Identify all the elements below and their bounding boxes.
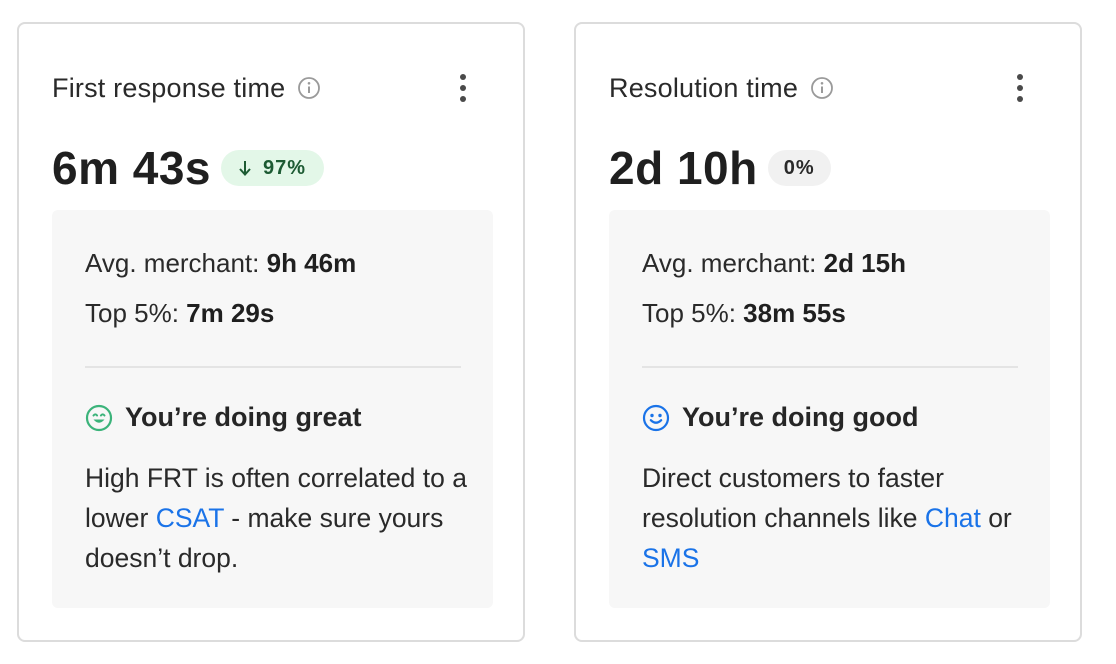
chat-link[interactable]: Chat	[924, 503, 981, 533]
top-5-value: 7m 29s	[186, 298, 275, 328]
feedback-title: You’re doing good	[682, 402, 919, 432]
kebab-menu-icon	[1017, 74, 1023, 80]
top-5-stat: Top 5%: 7m 29s	[85, 298, 275, 328]
change-badge: 97%	[221, 150, 325, 186]
divider	[85, 366, 461, 368]
info-icon[interactable]	[810, 76, 834, 100]
avg-merchant-value: 2d 15h	[823, 248, 906, 278]
feedback-row: You’re doing good	[642, 402, 918, 433]
smile-icon	[642, 404, 670, 431]
change-value: 97%	[263, 156, 307, 179]
change-badge: 0%	[767, 150, 831, 186]
top-5-value: 38m 55s	[743, 298, 846, 328]
avg-merchant-stat: Avg. merchant: 9h 46m	[85, 248, 357, 278]
first-response-time-card: First response time 6m 43s 97% Avg. merc…	[17, 22, 525, 642]
card-header: Resolution time	[609, 70, 1040, 106]
avg-merchant-value: 9h 46m	[266, 248, 357, 278]
resolution-time-card: Resolution time 2d 10h 0% Avg. merchant:…	[574, 22, 1082, 642]
info-icon[interactable]	[297, 76, 321, 100]
feedback-title: You’re doing great	[125, 402, 362, 432]
sms-link[interactable]: SMS	[642, 543, 700, 573]
smile-grin-icon	[85, 404, 113, 431]
divider	[642, 366, 1018, 368]
more-options-button[interactable]	[443, 70, 483, 106]
card-header: First response time	[52, 70, 483, 106]
benchmark-panel: Avg. merchant: 9h 46m Top 5%: 7m 29s You…	[52, 210, 493, 608]
arrow-down-icon	[239, 161, 251, 176]
metric-row: 6m 43s 97%	[52, 140, 325, 196]
change-value: 0%	[783, 156, 815, 179]
metric-value: 6m 43s	[52, 142, 212, 194]
top-5-stat: Top 5%: 38m 55s	[642, 298, 846, 328]
feedback-description: High FRT is often correlated to a lower …	[85, 463, 467, 573]
kebab-menu-icon	[460, 74, 466, 80]
metric-row: 2d 10h 0%	[609, 140, 831, 196]
more-options-button[interactable]	[1000, 70, 1040, 106]
csat-link[interactable]: CSAT	[155, 503, 224, 533]
card-title: First response time	[52, 72, 286, 103]
feedback-description: Direct customers to faster resolution ch…	[642, 463, 1012, 573]
metric-value: 2d 10h	[609, 142, 758, 194]
benchmark-panel: Avg. merchant: 2d 15h Top 5%: 38m 55s Yo…	[609, 210, 1050, 608]
feedback-row: You’re doing great	[85, 402, 362, 433]
avg-merchant-stat: Avg. merchant: 2d 15h	[642, 248, 906, 278]
card-title: Resolution time	[609, 72, 799, 103]
